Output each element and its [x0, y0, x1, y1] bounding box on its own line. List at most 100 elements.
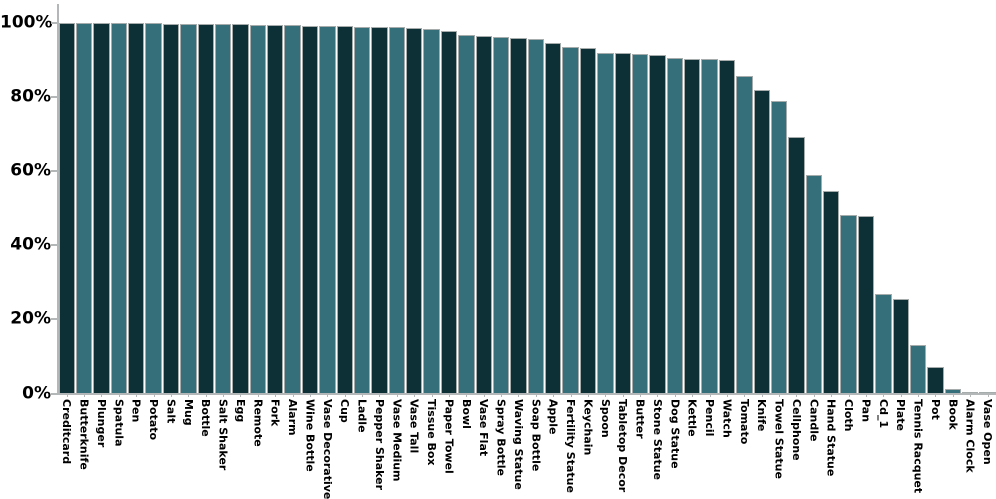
x-tick-label: Bottle [199, 399, 213, 437]
bar-group: Butter [631, 23, 649, 439]
bar [93, 23, 110, 393]
x-tick-label: Wine Bottle [303, 399, 317, 472]
x-tickmark [674, 393, 676, 397]
bar-group: Vase Tall [406, 23, 423, 453]
bar [684, 58, 701, 393]
bar-group: Creditcard [58, 23, 75, 464]
bar-group: Fertility Statue [562, 23, 579, 493]
x-tick-label: Cd_1 [876, 399, 890, 429]
x-tickmark [257, 393, 259, 397]
x-tickmark [240, 393, 242, 397]
bar-group: Pot [927, 23, 944, 420]
bar [788, 137, 805, 393]
x-tickmark [692, 393, 694, 397]
x-tickmark [744, 393, 746, 397]
x-tickmark [136, 393, 138, 397]
bar [962, 391, 979, 393]
x-tickmark [848, 393, 850, 397]
bar [371, 27, 388, 393]
bar [823, 190, 840, 393]
bar [319, 25, 336, 393]
bar-group: Wine Bottle [301, 23, 319, 472]
x-tick-label: Mug [181, 399, 195, 426]
x-tick-label: Towel Statue [772, 399, 786, 479]
x-tick-label: Butterknife [77, 399, 91, 470]
x-tickmark [761, 393, 763, 397]
bar [75, 23, 93, 393]
x-tickmark [987, 393, 989, 397]
bar [579, 48, 597, 393]
bar-group: Spray Bottle [492, 23, 510, 476]
x-tick-label: Keychain [581, 399, 595, 456]
bar [944, 388, 961, 393]
x-tick-label: Dog Statue [668, 399, 682, 469]
x-tick-label: Fork [268, 399, 282, 427]
x-tickmark [657, 393, 659, 397]
x-tickmark [865, 393, 867, 397]
x-tickmark [501, 393, 503, 397]
x-tickmark [362, 393, 364, 397]
bar-group: Cellphone [788, 23, 805, 461]
x-tick-label: Vase Tall [407, 399, 421, 454]
bar-group: Butterknife [75, 23, 93, 470]
x-tickmark [431, 393, 433, 397]
bar [388, 27, 405, 393]
bar [545, 42, 562, 393]
bar [145, 23, 162, 393]
bar-group: Pepper Shaker [371, 23, 388, 490]
x-tick-label: Butter [633, 399, 647, 439]
x-tickmark [396, 393, 398, 397]
x-tickmark [900, 393, 902, 397]
x-tick-label: Tabletop Decor [616, 399, 630, 493]
x-tick-label: Apple [546, 399, 560, 435]
x-tickmark [605, 393, 607, 397]
bar [440, 30, 458, 393]
x-tick-label: Book [946, 399, 960, 430]
x-tick-label: Tennis Racquet [911, 399, 925, 494]
x-tickmark [379, 393, 381, 397]
bar-group: Vase Medium [388, 23, 405, 482]
x-tickmark [344, 393, 346, 397]
x-tick-label: Vase Decorative [320, 399, 334, 499]
bar-group: Keychain [579, 23, 597, 455]
x-tickmark [205, 393, 207, 397]
bar-group: Spatula [110, 23, 127, 447]
bar [909, 344, 927, 393]
x-tickmark [535, 393, 537, 397]
bar-group: Paper Towel [440, 23, 458, 474]
x-tickmark [796, 393, 798, 397]
x-tickmark [309, 393, 311, 397]
x-tickmark [188, 393, 190, 397]
bar-group: Plunger [93, 23, 110, 447]
bar-group: Plate [892, 23, 909, 431]
y-tick-label: 0% [22, 383, 51, 403]
y-tick-label: 60% [10, 160, 51, 181]
bar [458, 34, 475, 393]
bar [597, 52, 614, 393]
y-tickmark [51, 244, 57, 247]
x-tickmark [883, 393, 885, 397]
x-tick-label: Kettle [685, 399, 699, 437]
x-tick-label: Cloth [842, 399, 856, 432]
bar [336, 26, 353, 393]
bar [249, 24, 266, 393]
x-tick-label: Pen [129, 399, 143, 423]
x-tickmark [84, 393, 86, 397]
bar [110, 23, 127, 393]
x-tickmark [779, 393, 781, 397]
x-tick-label: Spray Bottle [494, 399, 508, 476]
bar [492, 37, 510, 393]
x-tickmark [570, 393, 572, 397]
bar-group: Hand Statue [823, 23, 840, 476]
bar-group: Spoon [597, 23, 614, 438]
x-tick-label: Tissue Box [425, 399, 439, 466]
x-tickmark [970, 393, 972, 397]
bar [631, 53, 649, 393]
x-tick-label: Pot [928, 399, 942, 420]
x-tick-label: Remote [251, 399, 265, 447]
bar-group: Vase Flat [475, 23, 492, 456]
y-tickmark [51, 392, 57, 395]
x-tickmark [223, 393, 225, 397]
bar [128, 23, 145, 393]
bar [267, 24, 284, 393]
